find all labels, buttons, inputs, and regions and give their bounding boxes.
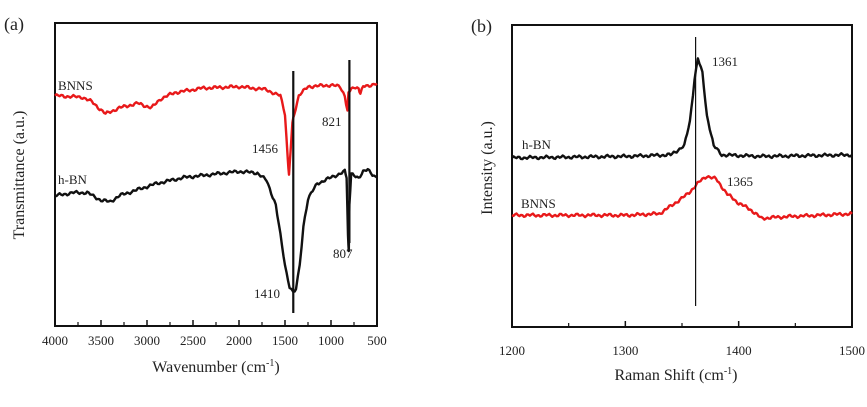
x-tick-label: 1200 <box>499 343 525 358</box>
panel-a-ftir-chart: (a) 4000 3500 3000 2500 2000 1500 1000 500 BNNS… <box>4 14 387 376</box>
x-tick-label: 3500 <box>88 333 114 348</box>
series-line-bnns <box>54 82 378 176</box>
y-axis-title-b: Intensity (a.u.) <box>479 121 496 215</box>
x-tick-label: 1400 <box>726 343 752 358</box>
plot-frame-b <box>511 24 853 328</box>
x-tick-label: 2000 <box>226 333 252 348</box>
peak-label-1410: 1410 <box>254 286 280 301</box>
panel-b-raman-chart: (b) 1200 1300 1400 1500 h-BN BNNS 1361 1365… <box>471 16 865 384</box>
x-tick-label: 4000 <box>42 333 68 348</box>
x-axis-title-b: Raman Shift (cm-1) <box>615 366 738 384</box>
x-tick-label: 500 <box>367 333 387 348</box>
x-tick-label: 2500 <box>180 333 206 348</box>
series-line-bnns <box>511 175 853 221</box>
x-tick-label: 1500 <box>272 333 298 348</box>
x-tick-label: 3000 <box>134 333 160 348</box>
x-tick-label: 1000 <box>318 333 344 348</box>
x-tick-label: 1300 <box>612 343 638 358</box>
panel-a-label: (a) <box>4 14 24 35</box>
peak-label-807: 807 <box>333 246 353 261</box>
x-tick-label: 1500 <box>839 343 865 358</box>
peak-label-821: 821 <box>322 114 342 129</box>
series-line-hbn <box>511 57 853 161</box>
peak-label-1361: 1361 <box>712 54 738 69</box>
panel-b-label: (b) <box>471 16 492 37</box>
series-label-bnns: BNNS <box>521 196 556 211</box>
peak-label-1365: 1365 <box>727 174 753 189</box>
series-label-hbn: h-BN <box>522 137 552 152</box>
series-line-hbn <box>54 167 378 294</box>
peak-label-1456: 1456 <box>252 141 279 156</box>
series-label-bnns: BNNS <box>58 78 93 93</box>
x-axis-title-a: Wavenumber (cm-1) <box>152 358 279 376</box>
y-axis-title-a: Transmittance (a.u.) <box>11 111 28 240</box>
series-label-hbn: h-BN <box>58 172 88 187</box>
